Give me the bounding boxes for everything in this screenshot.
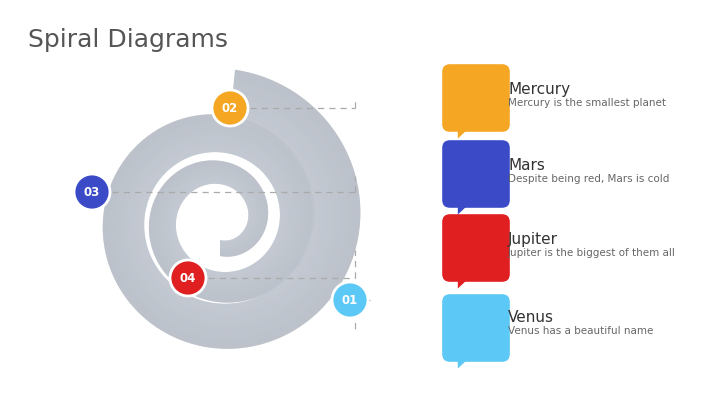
Polygon shape bbox=[117, 87, 344, 334]
Text: Venus has a beautiful name: Venus has a beautiful name bbox=[508, 326, 653, 336]
FancyBboxPatch shape bbox=[442, 294, 510, 362]
Polygon shape bbox=[123, 96, 336, 326]
Text: 04: 04 bbox=[180, 271, 196, 284]
Circle shape bbox=[212, 90, 248, 126]
Polygon shape bbox=[103, 70, 360, 349]
Polygon shape bbox=[120, 91, 340, 330]
Polygon shape bbox=[109, 79, 352, 341]
Circle shape bbox=[332, 282, 368, 318]
FancyBboxPatch shape bbox=[442, 64, 510, 132]
Text: Jupiter: Jupiter bbox=[508, 232, 558, 247]
Polygon shape bbox=[107, 74, 356, 345]
Polygon shape bbox=[113, 83, 348, 337]
Text: Jupiter is the biggest of them all: Jupiter is the biggest of them all bbox=[508, 248, 676, 258]
Text: 03: 03 bbox=[84, 185, 100, 198]
Polygon shape bbox=[458, 200, 474, 215]
Text: 01: 01 bbox=[342, 294, 358, 307]
Text: 02: 02 bbox=[222, 102, 238, 115]
FancyBboxPatch shape bbox=[442, 140, 510, 208]
Text: Mars: Mars bbox=[508, 158, 545, 173]
Polygon shape bbox=[138, 113, 320, 311]
Text: Mercury: Mercury bbox=[508, 82, 570, 97]
Polygon shape bbox=[458, 274, 474, 288]
Text: Mercury is the smallest planet: Mercury is the smallest planet bbox=[508, 98, 666, 108]
Polygon shape bbox=[134, 109, 324, 315]
Text: Venus: Venus bbox=[508, 310, 554, 325]
Polygon shape bbox=[458, 124, 474, 139]
Polygon shape bbox=[103, 70, 360, 349]
Polygon shape bbox=[130, 104, 328, 319]
Circle shape bbox=[74, 174, 110, 210]
Polygon shape bbox=[127, 100, 332, 322]
Polygon shape bbox=[140, 117, 316, 307]
Circle shape bbox=[170, 260, 206, 296]
Text: Despite being red, Mars is cold: Despite being red, Mars is cold bbox=[508, 174, 670, 184]
Text: Spiral Diagrams: Spiral Diagrams bbox=[28, 28, 228, 52]
Polygon shape bbox=[458, 354, 474, 369]
FancyBboxPatch shape bbox=[442, 214, 510, 282]
